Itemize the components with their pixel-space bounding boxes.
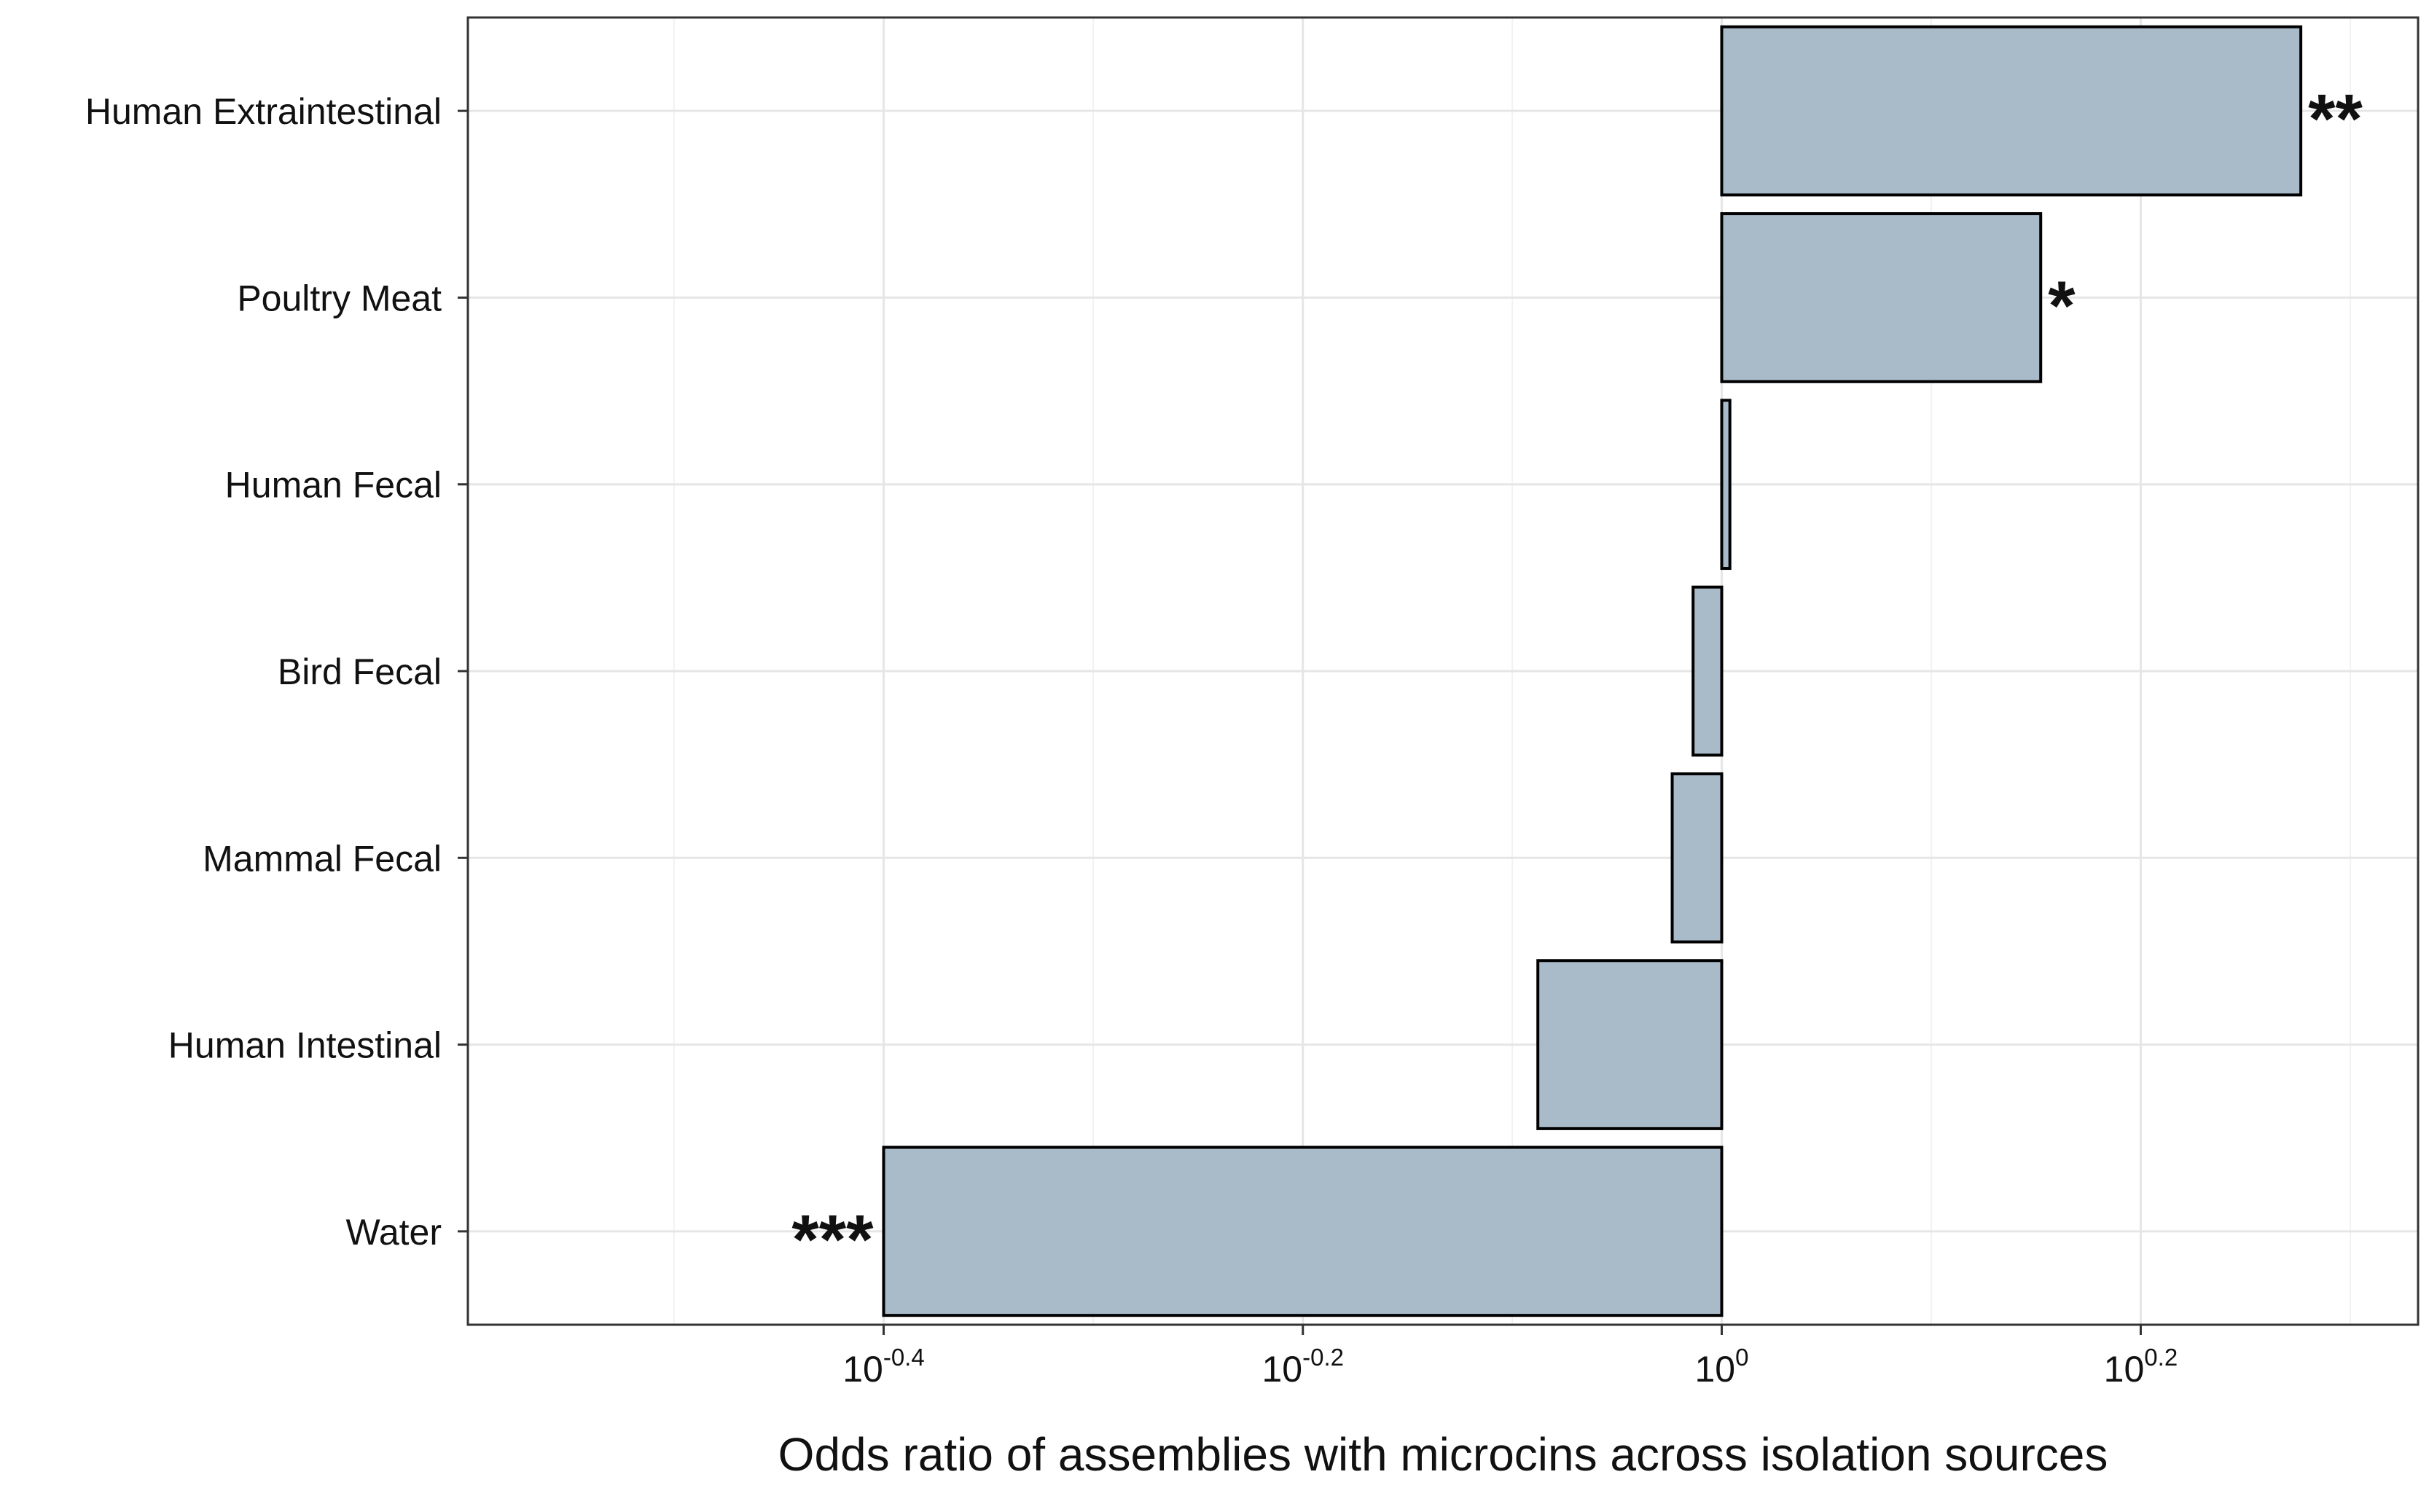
x-tick-label: 10-0.2 [1262, 1344, 1344, 1390]
y-tick-label: Mammal Fecal [203, 838, 442, 879]
significance-label: *** [791, 1201, 874, 1279]
x-axis: 10-0.4 10-0.2 100 100.2 [842, 1325, 2178, 1390]
significance-label: * [2048, 267, 2076, 345]
y-tick-label: Water [346, 1212, 442, 1253]
bar [1536, 959, 1724, 1130]
significance-label: ** [2308, 80, 2363, 158]
x-tick-label: 10-0.4 [842, 1344, 925, 1390]
x-tick-label: 100 [1695, 1344, 1749, 1390]
bar [882, 1145, 1724, 1317]
bar [1720, 25, 2303, 197]
y-tick-label: Human Intestinal [168, 1025, 442, 1066]
bars-group: ****** [791, 25, 2363, 1317]
y-tick-label: Bird Fecal [278, 651, 442, 692]
bar [1720, 212, 2043, 383]
bar [1670, 772, 1724, 944]
bar [1720, 399, 1732, 571]
y-tick-label: Human Fecal [225, 465, 442, 506]
y-axis: Human Extraintestinal Poultry Meat Human F… [85, 91, 468, 1253]
x-tick-label: 100.2 [2104, 1344, 2178, 1390]
y-tick-label: Human Extraintestinal [85, 91, 442, 132]
bar [1691, 585, 1724, 757]
x-axis-title: Odds ratio of assemblies with microcins … [778, 1428, 2108, 1481]
y-tick-label: Poultry Meat [237, 278, 442, 318]
